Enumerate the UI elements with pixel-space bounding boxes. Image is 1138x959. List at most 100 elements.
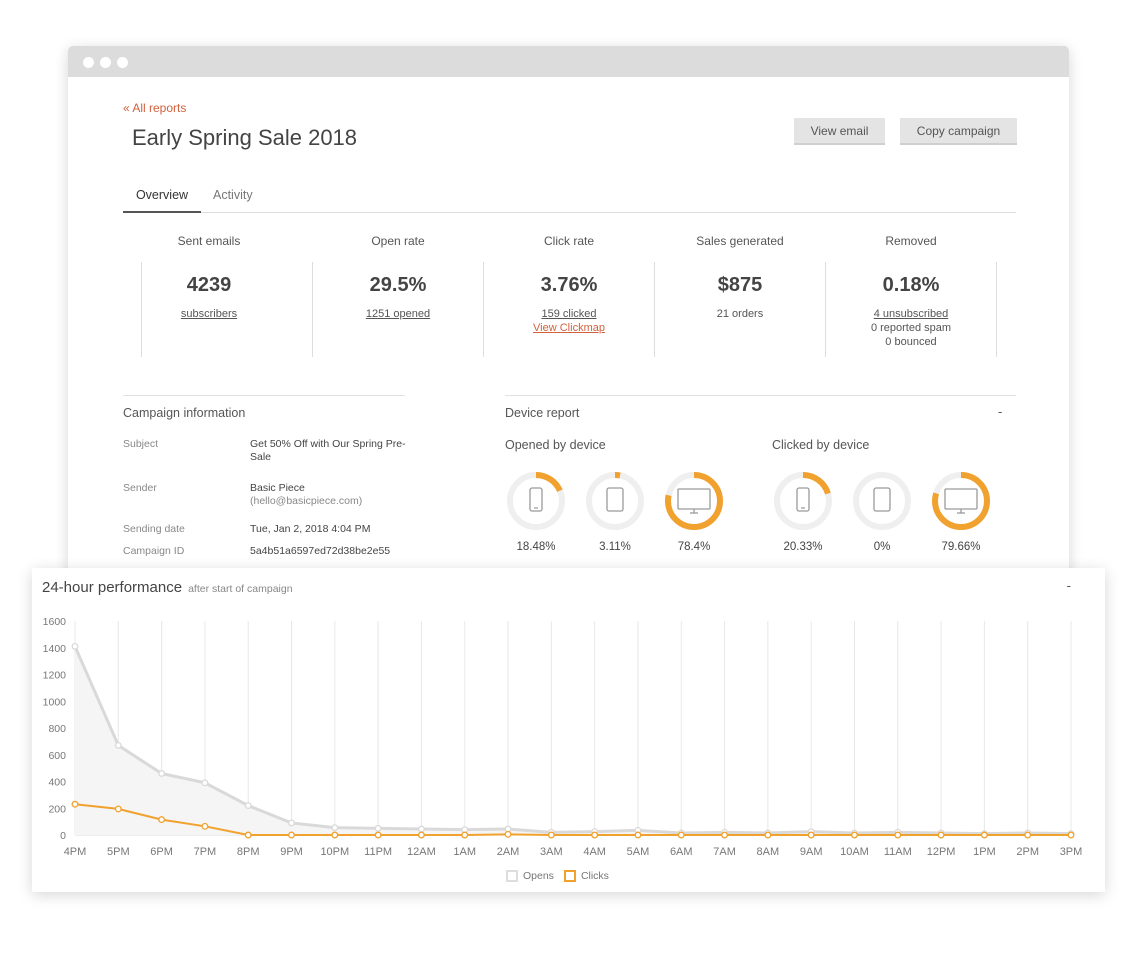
info-value: Basic Piece (hello@basicpiece.com) — [250, 482, 420, 508]
opens-area — [75, 646, 1071, 835]
y-tick-label: 400 — [48, 777, 66, 789]
x-tick-label: 5AM — [627, 846, 650, 858]
x-tick-label: 6PM — [150, 846, 173, 858]
device-report-collapse-button[interactable]: - — [998, 404, 1003, 419]
clicked-by-device-title: Clicked by device — [772, 438, 870, 452]
clicks-point — [764, 831, 772, 839]
x-tick-label: 9PM — [280, 846, 303, 858]
bounced-count: 0 bounced — [885, 336, 937, 348]
desktop-donut-chart — [665, 472, 723, 530]
x-tick-label: 10PM — [320, 846, 349, 858]
donut-percent-label: 3.11% — [599, 541, 631, 553]
performance-collapse-button[interactable]: - — [1066, 578, 1071, 593]
divider — [654, 262, 655, 357]
performance-title: 24-hour performance after start of campai… — [42, 579, 293, 596]
divider — [123, 395, 405, 396]
opens-point — [201, 779, 209, 787]
opens-point — [331, 824, 339, 832]
stat-value: $875 — [717, 274, 763, 296]
legend-clicks[interactable]: Clicks — [563, 870, 609, 882]
clicks-point — [677, 831, 685, 839]
orders-count: 21 orders — [716, 308, 764, 320]
info-value: Tue, Jan 2, 2018 4:04 PM — [250, 523, 371, 535]
donut-percent-label: 0% — [873, 541, 891, 553]
clicked-tablet-donut: 0% — [851, 470, 913, 553]
clicks-point — [1024, 831, 1032, 839]
donut-percent-label: 18.48% — [516, 541, 556, 553]
clicks-point — [461, 831, 469, 839]
opened-desktop-donut: 78.4% — [663, 470, 725, 553]
mobile-donut-arc — [774, 472, 832, 530]
x-tick-label: 1PM — [973, 846, 996, 858]
tablet-donut-arc — [586, 472, 644, 530]
x-tick-label: 6AM — [670, 846, 693, 858]
opened-link[interactable]: 1251 opened — [365, 308, 431, 320]
tablet-icon — [606, 487, 624, 512]
clicked-link[interactable]: 159 clicked — [541, 308, 597, 320]
phone-icon — [796, 487, 810, 512]
divider — [141, 262, 142, 357]
opens-point — [244, 802, 252, 810]
clicks-point — [980, 831, 988, 839]
legend-opens-swatch — [506, 870, 518, 882]
campaign-info-title: Campaign information — [123, 406, 246, 420]
clicks-point — [417, 831, 425, 839]
opened-tablet-donut: 3.11% — [584, 470, 646, 553]
divider — [505, 395, 1016, 396]
stat-value: 3.76% — [540, 274, 598, 296]
tab-activity[interactable]: Activity — [213, 188, 253, 202]
all-reports-link[interactable]: « All reports — [123, 101, 187, 115]
stat-label: Sales generated — [696, 234, 784, 248]
divider — [825, 262, 826, 357]
opens-point — [417, 825, 425, 833]
legend-opens[interactable]: Opens — [506, 870, 554, 882]
y-tick-label: 1600 — [43, 616, 67, 628]
x-tick-label: 11AM — [884, 846, 912, 858]
copy-campaign-button[interactable]: Copy campaign — [900, 118, 1017, 145]
x-tick-label: 12AM — [407, 846, 436, 858]
x-tick-label: 2AM — [497, 846, 520, 858]
window-dot-3 — [117, 57, 128, 68]
view-clickmap-link[interactable]: View Clickmap — [533, 322, 605, 334]
clicks-point — [331, 831, 339, 839]
x-tick-label: 3PM — [1060, 846, 1083, 858]
divider — [483, 262, 484, 357]
clicked-mobile-donut: 20.33% — [772, 470, 834, 553]
legend-clicks-swatch — [563, 870, 576, 882]
report-tabs: Overview Activity — [123, 184, 1016, 213]
x-tick-label: 3AM — [540, 846, 563, 858]
desktop-donut-arc — [665, 472, 723, 530]
browser-window: « All reports Early Spring Sale 2018 Vie… — [68, 46, 1069, 606]
performance-panel: 24-hour performance after start of campai… — [32, 568, 1105, 892]
opened-by-device-title: Opened by device — [505, 438, 606, 452]
tablet-donut-chart — [853, 472, 911, 530]
x-tick-label: 7AM — [713, 846, 736, 858]
sender-name: Basic Piece — [250, 482, 305, 494]
chart-legend: Opens Clicks — [506, 870, 619, 882]
stats-row: Sent emails 4239 subscribers Open rate 2… — [123, 234, 1016, 374]
unsubscribed-link[interactable]: 4 unsubscribed — [873, 308, 949, 320]
view-email-button[interactable]: View email — [794, 118, 885, 145]
info-key: Sender — [123, 482, 157, 494]
stat-value: 29.5% — [369, 274, 427, 296]
stat-removed: Removed 0.18% 4 unsubscribed 0 reported … — [825, 234, 997, 349]
tab-overview[interactable]: Overview — [123, 188, 201, 213]
donut-percent-label: 78.4% — [677, 541, 711, 553]
info-key: Sending date — [123, 523, 185, 535]
x-tick-label: 8PM — [237, 846, 260, 858]
donut-percent-label: 20.33% — [783, 541, 823, 553]
spam-count: 0 reported spam — [870, 322, 952, 334]
clicks-point — [634, 831, 642, 839]
x-tick-label: 7PM — [194, 846, 217, 858]
window-dot-2 — [100, 57, 111, 68]
subscribers-link[interactable]: subscribers — [180, 308, 238, 320]
x-tick-label: 2PM — [1016, 846, 1039, 858]
clicks-point — [158, 816, 166, 824]
legend-clicks-label: Clicks — [580, 870, 609, 882]
sender-email: (hello@basicpiece.com) — [250, 495, 363, 507]
stat-sales: Sales generated $875 21 orders — [654, 234, 826, 321]
opened-mobile-donut: 18.48% — [505, 470, 567, 553]
clicks-point — [894, 831, 902, 839]
x-tick-label: 9AM — [800, 846, 823, 858]
divider — [996, 262, 997, 357]
